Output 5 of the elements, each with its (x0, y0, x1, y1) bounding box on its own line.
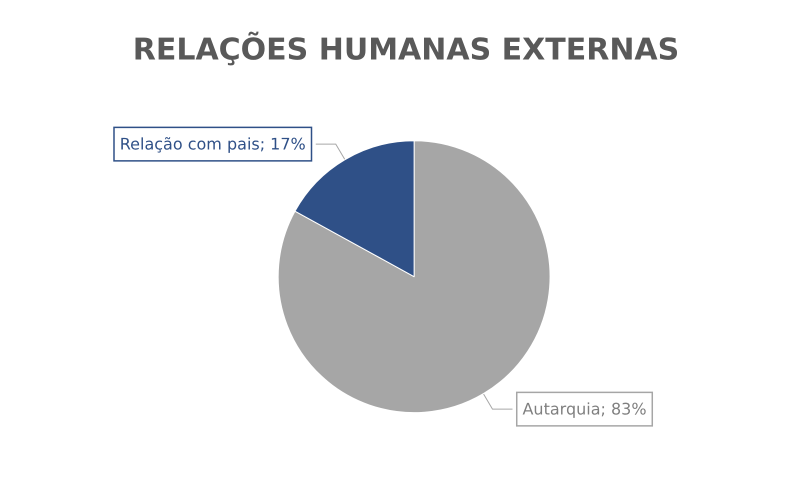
chart-title: RELAÇÕES HUMANAS EXTERNAS (132, 32, 680, 68)
data-label: ; 17% (260, 134, 306, 154)
slice-label: Autarquia (522, 400, 600, 419)
data-label: ; 83% (600, 400, 647, 419)
slice-label: Relação com pais (120, 134, 260, 154)
